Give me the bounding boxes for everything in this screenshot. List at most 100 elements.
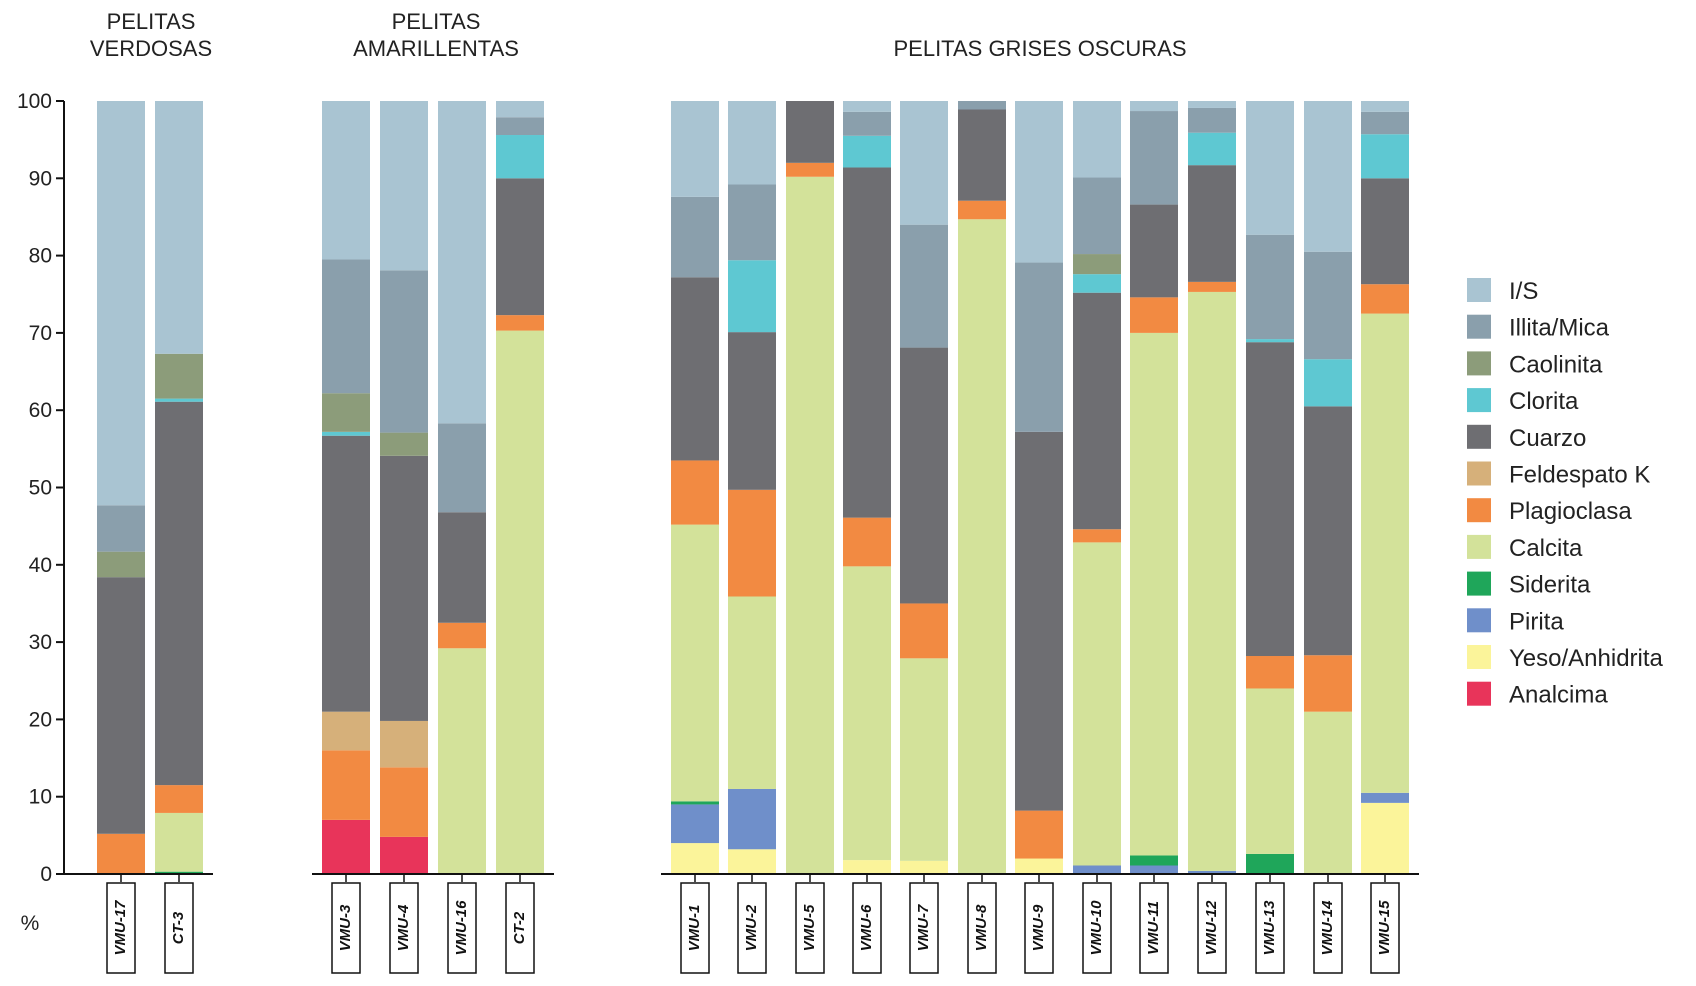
legend-swatch-feldespato-k bbox=[1467, 461, 1491, 486]
bar-segment-vmu-7-i-s bbox=[900, 101, 948, 225]
sample-label-box-vmu-13 bbox=[1255, 882, 1285, 974]
bar-segment-vmu-11-siderita bbox=[1130, 855, 1178, 866]
bar-segment-ct-3-i-s bbox=[155, 101, 203, 354]
bar-segment-vmu-15-calcita bbox=[1361, 313, 1409, 793]
sample-label-box-vmu-12 bbox=[1197, 882, 1227, 974]
bar-segment-vmu-3-cuarzo bbox=[322, 435, 370, 712]
legend-swatch-caolinita bbox=[1467, 351, 1491, 376]
sample-label-vmu-6: VMU-6 bbox=[858, 904, 875, 951]
bar-segment-vmu-10-plagioclasa bbox=[1073, 529, 1121, 543]
sample-label-ct-3: CT-3 bbox=[170, 911, 187, 944]
bar-segment-vmu-13-i-s bbox=[1246, 101, 1294, 235]
bar-segment-vmu-6-plagioclasa bbox=[843, 517, 891, 567]
bar-segment-vmu-9-illita-mica bbox=[1015, 262, 1063, 432]
legend-swatch-i-s bbox=[1467, 278, 1491, 302]
bar-segment-vmu-10-clorita bbox=[1073, 274, 1121, 293]
bar-segment-vmu-13-siderita bbox=[1246, 853, 1294, 874]
sample-label-vmu-10: VMU-10 bbox=[1088, 900, 1105, 956]
sample-label-vmu-2: VMU-2 bbox=[743, 904, 760, 951]
legend-label-pirita: Pirita bbox=[1509, 608, 1564, 635]
sample-label-box-vmu-2 bbox=[737, 882, 767, 974]
bar-segment-vmu-2-calcita bbox=[728, 596, 776, 789]
bar-segment-vmu-11-cuarzo bbox=[1130, 204, 1178, 298]
bar-segment-vmu-12-i-s bbox=[1188, 101, 1236, 108]
bar-segment-vmu-5-calcita bbox=[786, 176, 834, 874]
bar-segment-vmu-9-yeso-anhidrita bbox=[1015, 858, 1063, 874]
bar-segment-vmu-9-i-s bbox=[1015, 101, 1063, 263]
bar-segment-vmu-14-calcita bbox=[1304, 711, 1352, 874]
bar-segment-vmu-2-yeso-anhidrita bbox=[728, 849, 776, 874]
bar-segment-ct-2-i-s bbox=[496, 101, 544, 118]
sample-label-box-vmu-10 bbox=[1082, 882, 1112, 974]
bar-segment-vmu-10-i-s bbox=[1073, 101, 1121, 178]
y-tick-label-40: 40 bbox=[29, 554, 52, 577]
bar-segment-vmu-9-cuarzo bbox=[1015, 431, 1063, 811]
bar-segment-vmu-5-plagioclasa bbox=[786, 162, 834, 177]
bar-segment-vmu-1-yeso-anhidrita bbox=[671, 843, 719, 874]
bar-segment-vmu-8-cuarzo bbox=[958, 109, 1006, 201]
bar-segment-vmu-9-plagioclasa bbox=[1015, 810, 1063, 859]
y-tick-label-0: 0 bbox=[40, 863, 52, 886]
sample-label-vmu-9: VMU-9 bbox=[1030, 904, 1047, 951]
sample-label-vmu-7: VMU-7 bbox=[915, 904, 932, 951]
legend-label-calcita: Calcita bbox=[1509, 535, 1583, 562]
bar-segment-vmu-8-plagioclasa bbox=[958, 200, 1006, 220]
sample-label-vmu-1: VMU-1 bbox=[686, 905, 703, 952]
bar-segment-ct-3-calcita bbox=[155, 812, 203, 872]
bar-segment-vmu-16-plagioclasa bbox=[438, 622, 486, 649]
sample-label-box-vmu-4 bbox=[389, 882, 419, 974]
bar-segment-ct-2-illita-mica bbox=[496, 117, 544, 136]
bar-segment-vmu-13-cuarzo bbox=[1246, 342, 1294, 657]
bar-segment-vmu-4-plagioclasa bbox=[380, 767, 428, 837]
bar-segment-vmu-1-pirita bbox=[671, 804, 719, 844]
bar-segment-vmu-14-i-s bbox=[1304, 101, 1352, 252]
legend-swatch-calcita bbox=[1467, 534, 1491, 559]
legend-label-caolinita: Caolinita bbox=[1509, 351, 1603, 378]
bar-segment-vmu-3-caolinita bbox=[322, 393, 370, 432]
bar-segment-vmu-1-i-s bbox=[671, 101, 719, 197]
legend-label-illita-mica: Illita/Mica bbox=[1509, 315, 1610, 342]
sample-label-vmu-3: VMU-3 bbox=[337, 904, 354, 951]
y-tick-label-20: 20 bbox=[29, 708, 52, 731]
bar-segment-vmu-11-plagioclasa bbox=[1130, 297, 1178, 333]
bar-segment-vmu-2-plagioclasa bbox=[728, 489, 776, 597]
legend-label-clorita: Clorita bbox=[1509, 388, 1579, 415]
bar-segment-vmu-16-i-s bbox=[438, 101, 486, 424]
bar-segment-vmu-1-illita-mica bbox=[671, 196, 719, 278]
bar-segment-vmu-6-yeso-anhidrita bbox=[843, 860, 891, 874]
bar-segment-ct-2-cuarzo bbox=[496, 178, 544, 316]
bar-segment-vmu-10-illita-mica bbox=[1073, 177, 1121, 255]
legend-label-i-s: I/S bbox=[1509, 278, 1538, 305]
sample-label-vmu-16: VMU-16 bbox=[453, 900, 470, 956]
y-axis-label: % bbox=[21, 912, 40, 935]
bar-segment-vmu-12-pirita bbox=[1188, 870, 1236, 874]
bar-segment-vmu-3-illita-mica bbox=[322, 259, 370, 394]
bar-segment-vmu-15-cuarzo bbox=[1361, 178, 1409, 285]
bar-segment-vmu-2-clorita bbox=[728, 260, 776, 333]
bar-segment-vmu-10-caolinita bbox=[1073, 254, 1121, 275]
bar-segment-ct-3-cuarzo bbox=[155, 401, 203, 786]
bar-segment-vmu-4-illita-mica bbox=[380, 270, 428, 433]
bar-segment-vmu-7-yeso-anhidrita bbox=[900, 860, 948, 874]
bar-segment-ct-3-siderita bbox=[155, 871, 203, 874]
sample-label-box-ct-2 bbox=[505, 882, 535, 974]
legend-swatch-siderita bbox=[1467, 571, 1491, 596]
bar-segment-vmu-11-calcita bbox=[1130, 332, 1178, 856]
y-tick-label-70: 70 bbox=[29, 322, 52, 345]
legend-swatch-cuarzo bbox=[1467, 424, 1491, 449]
bar-segment-vmu-7-plagioclasa bbox=[900, 603, 948, 659]
bar-segment-vmu-2-pirita bbox=[728, 788, 776, 850]
bar-segment-vmu-4-i-s bbox=[380, 101, 428, 271]
sample-label-vmu-4: VMU-4 bbox=[395, 904, 412, 951]
bar-segment-vmu-5-cuarzo bbox=[786, 101, 834, 163]
group-title-3-line-1: PELITAS GRISES OSCURAS bbox=[893, 36, 1186, 61]
sample-label-box-vmu-9 bbox=[1024, 882, 1054, 974]
group-title-1-line-1: PELITAS bbox=[107, 9, 196, 34]
bar-segment-vmu-16-calcita bbox=[438, 648, 486, 874]
bar-segment-vmu-15-yeso-anhidrita bbox=[1361, 802, 1409, 874]
bar-segment-ct-2-clorita bbox=[496, 135, 544, 179]
bar-segment-vmu-14-illita-mica bbox=[1304, 251, 1352, 360]
sample-label-box-vmu-14 bbox=[1313, 882, 1343, 974]
bar-segment-ct-3-plagioclasa bbox=[155, 785, 203, 813]
